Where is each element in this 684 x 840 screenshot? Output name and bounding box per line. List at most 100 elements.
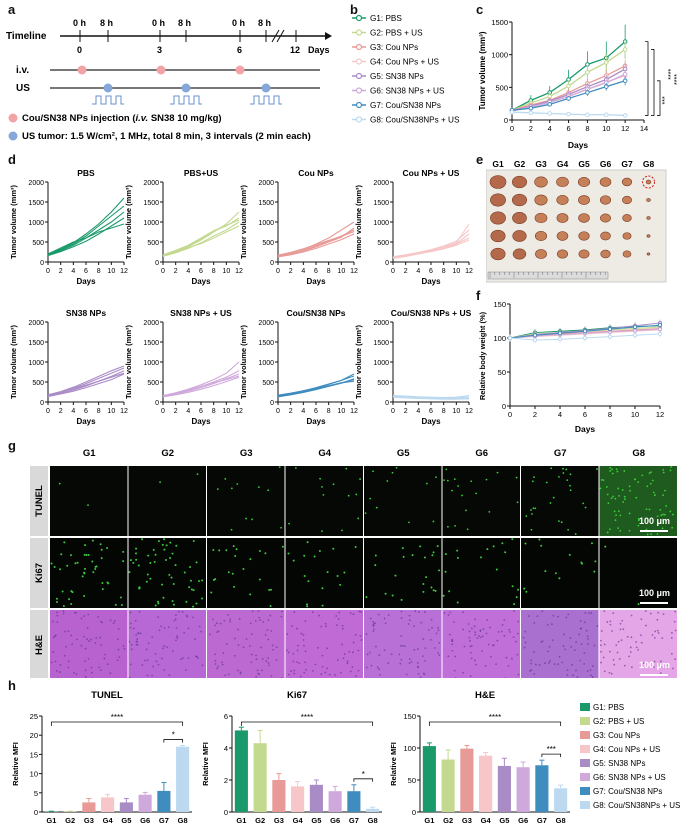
ki67-image — [285, 538, 363, 608]
ki67-signal — [154, 553, 157, 556]
y-tick-label: 6 — [224, 712, 228, 721]
ki67-signal — [258, 578, 261, 581]
he-nucleus — [106, 663, 109, 666]
he-nucleus — [608, 671, 611, 674]
tunel-signal — [446, 479, 449, 482]
he-nucleus — [163, 668, 166, 671]
us-dot — [261, 83, 271, 93]
he-nucleus — [304, 650, 307, 653]
ki67-signal — [135, 547, 138, 550]
he-nucleus — [128, 640, 131, 643]
tunel-signal — [617, 510, 620, 513]
curve — [162, 373, 240, 397]
x-tick-label: 4 — [71, 408, 75, 415]
he-nucleus — [656, 618, 659, 621]
tunel-signal — [562, 467, 564, 470]
he-nucleus — [281, 610, 283, 613]
he-nucleus — [293, 669, 296, 672]
ki67-signal — [195, 602, 198, 605]
he-nucleus — [67, 660, 70, 663]
ki67-signal — [61, 590, 64, 593]
data-point — [607, 327, 613, 332]
he-nucleus — [484, 664, 487, 667]
ki67-signal — [135, 552, 138, 555]
he-nucleus — [657, 611, 660, 614]
he-nucleus — [492, 644, 495, 647]
tunel-signal — [549, 502, 552, 504]
ki67-signal — [168, 573, 171, 576]
he-nucleus — [136, 638, 139, 640]
tunel-signal — [669, 510, 672, 513]
ki67-signal — [303, 554, 306, 557]
data-point — [547, 102, 553, 107]
category-label: G5 — [499, 816, 509, 825]
tumor — [622, 214, 632, 222]
tumor — [556, 195, 569, 205]
tunel-signal — [637, 524, 640, 527]
he-nucleus — [75, 611, 77, 614]
x-tick-label: 10 — [602, 124, 610, 133]
he-nucleus — [154, 652, 157, 655]
he-nucleus — [557, 615, 560, 618]
x-tick-label: 12 — [350, 408, 358, 415]
timeline-arrow — [325, 32, 332, 40]
he-nucleus — [408, 614, 411, 617]
curve — [47, 205, 125, 256]
tunel-signal — [485, 478, 488, 481]
tunel-signal — [646, 485, 649, 488]
x-tick-label: 4 — [558, 410, 562, 419]
curve — [47, 365, 125, 396]
he-nucleus — [400, 658, 403, 661]
he-nucleus — [238, 617, 241, 620]
he-nucleus — [378, 654, 381, 657]
he-nucleus — [670, 652, 673, 655]
he-nucleus — [451, 643, 454, 646]
y-tick-label: 25 — [30, 712, 38, 721]
tunel-signal — [617, 487, 620, 490]
row-label: H&E — [34, 635, 45, 655]
x-tick-label: 12 — [656, 410, 664, 419]
y-axis-label: Relative MFI — [11, 742, 20, 786]
he-nucleus — [305, 668, 307, 671]
tunel-signal — [651, 479, 654, 482]
legend-label: G6: SN38 NPs + US — [370, 87, 445, 96]
column-label: G2 — [161, 448, 174, 459]
injection-dot — [235, 65, 245, 75]
data-point — [566, 83, 571, 89]
he-nucleus — [469, 645, 472, 648]
x-tick-label: 12 — [621, 124, 629, 133]
he-nucleus — [271, 644, 274, 647]
row-label: Ki67 — [34, 563, 45, 583]
he-nucleus — [250, 633, 253, 636]
he-nucleus — [369, 651, 371, 654]
he-nucleus — [644, 624, 647, 627]
he-nucleus — [523, 646, 526, 649]
column-label: G8 — [632, 448, 645, 459]
x-tick-label: 4 — [548, 124, 552, 133]
he-nucleus — [135, 643, 138, 646]
he-nucleus — [659, 672, 662, 675]
he-nucleus — [251, 610, 254, 613]
ki67-image — [521, 538, 599, 608]
he-nucleus — [497, 630, 500, 633]
he-nucleus — [99, 636, 102, 639]
he-nucleus — [248, 645, 251, 647]
significance-bracket — [651, 49, 655, 116]
he-nucleus — [358, 610, 361, 613]
ki67-signal — [146, 573, 149, 576]
ki67-signal — [50, 562, 53, 565]
x-tick-label: 2 — [289, 408, 293, 415]
x-tick-label: 0 — [276, 408, 280, 415]
tunel-signal — [609, 470, 612, 472]
tunel-signal — [628, 512, 631, 515]
he-nucleus — [435, 632, 438, 635]
he-nucleus — [447, 655, 450, 658]
he-nucleus — [422, 672, 425, 675]
he-nucleus — [83, 635, 86, 638]
tumor — [557, 249, 569, 259]
data-point — [603, 112, 609, 118]
he-nucleus — [529, 670, 532, 672]
data-point — [622, 113, 628, 118]
he-nucleus — [474, 633, 477, 636]
tunel-signal — [650, 533, 653, 536]
